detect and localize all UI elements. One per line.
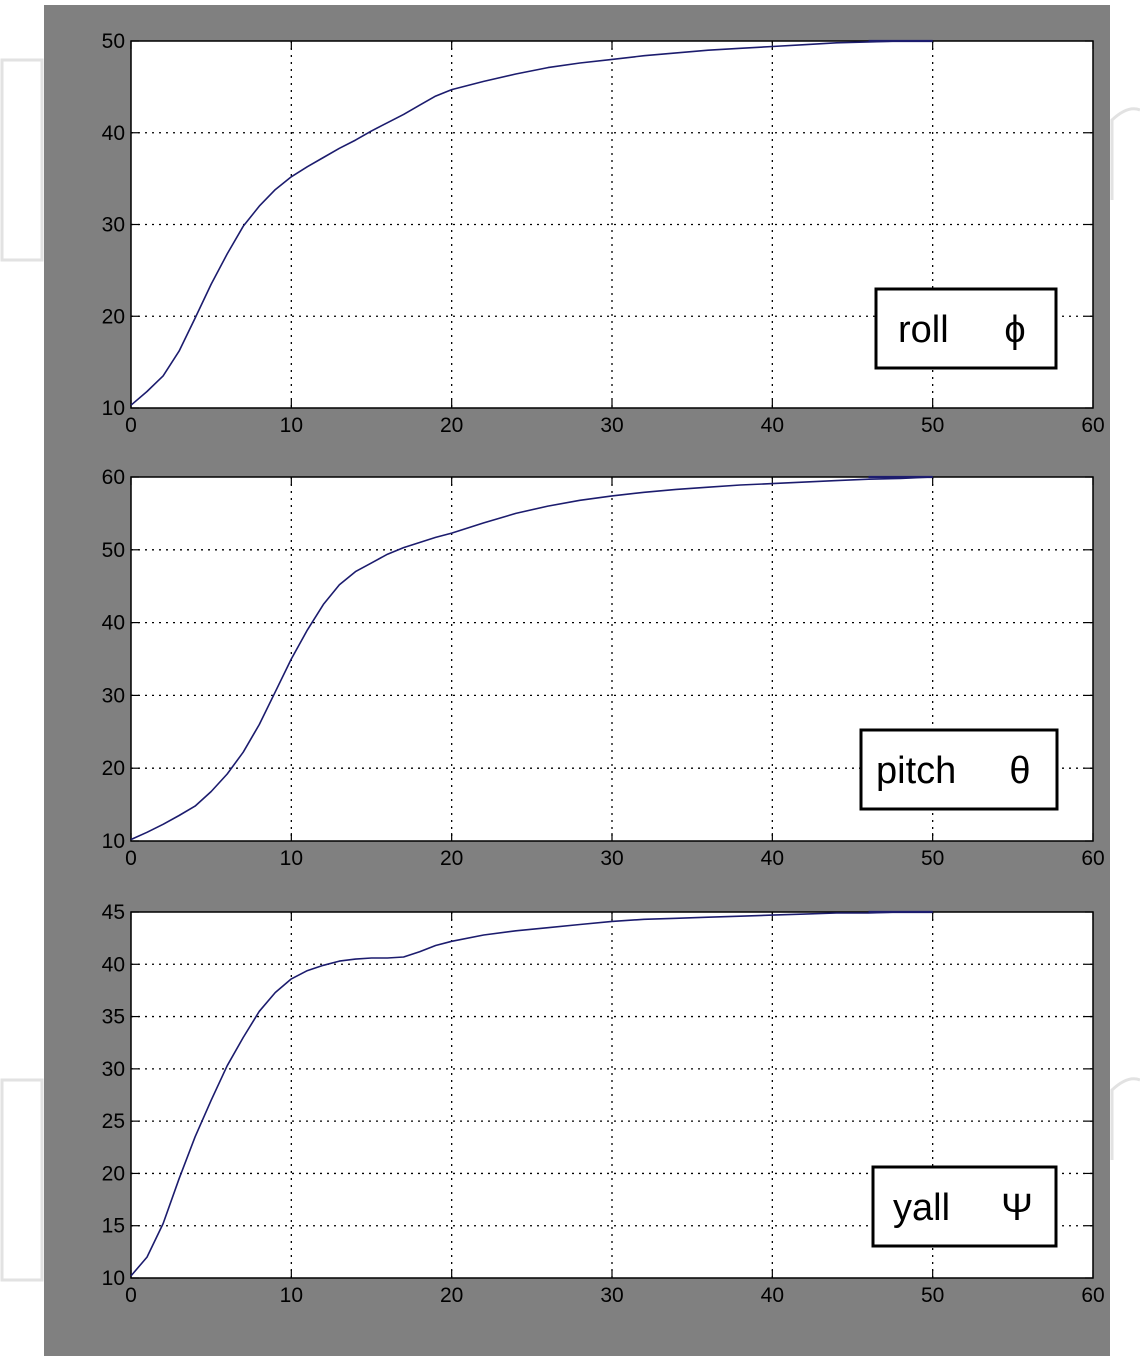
y-tick-label: 50 — [102, 539, 125, 562]
legend-label: yall — [893, 1187, 950, 1229]
x-tick-label: 30 — [600, 1284, 623, 1307]
x-tick-label: 60 — [1081, 414, 1104, 437]
x-tick-label: 30 — [600, 414, 623, 437]
x-tick-label: 40 — [761, 847, 784, 870]
x-tick-label: 20 — [440, 847, 463, 870]
y-tick-label: 20 — [102, 305, 125, 328]
y-tick-label: 30 — [102, 1058, 125, 1081]
legend-label: roll — [898, 309, 949, 351]
x-tick-label: 10 — [280, 414, 303, 437]
x-tick-label: 60 — [1081, 847, 1104, 870]
x-tick-label: 20 — [440, 414, 463, 437]
legend-box — [859, 728, 1059, 811]
y-tick-label: 20 — [102, 1162, 125, 1185]
y-tick-label: 10 — [102, 397, 125, 420]
axes-frame — [130, 911, 1094, 1279]
y-tick-label: 10 — [102, 1267, 125, 1290]
legend-label: pitch — [876, 750, 956, 792]
x-tick-label: 60 — [1081, 1284, 1104, 1307]
y-tick-label: 30 — [102, 214, 125, 237]
axes-frame — [130, 476, 1094, 842]
legend-symbol: ϕ — [1004, 309, 1025, 351]
y-tick-label: 35 — [102, 1006, 125, 1029]
y-tick-label: 40 — [102, 122, 125, 145]
y-tick-label: 25 — [102, 1110, 125, 1133]
y-tick-label: 40 — [102, 612, 125, 635]
x-tick-label: 50 — [921, 414, 944, 437]
legend-box — [874, 287, 1058, 370]
y-tick-label: 10 — [102, 830, 125, 853]
x-tick-label: 10 — [280, 1284, 303, 1307]
y-tick-label: 50 — [102, 30, 125, 53]
y-tick-label: 30 — [102, 684, 125, 707]
x-tick-label: 0 — [125, 847, 137, 870]
x-tick-label: 30 — [600, 847, 623, 870]
series-line — [130, 911, 933, 1277]
watermark — [0, 58, 1140, 1282]
y-tick-label: 60 — [102, 466, 125, 489]
x-tick-label: 50 — [921, 1284, 944, 1307]
legend-symbol: Ψ — [1001, 1187, 1033, 1229]
x-tick-label: 0 — [125, 1284, 137, 1307]
y-tick-label: 45 — [102, 901, 125, 924]
x-tick-label: 40 — [761, 414, 784, 437]
x-tick-label: 0 — [125, 414, 137, 437]
axes-frame — [130, 40, 1094, 409]
y-tick-label: 40 — [102, 953, 125, 976]
x-tick-label: 20 — [440, 1284, 463, 1307]
series-line — [130, 40, 933, 406]
series-line — [130, 476, 933, 841]
y-tick-label: 20 — [102, 757, 125, 780]
x-tick-label: 40 — [761, 1284, 784, 1307]
x-tick-label: 50 — [921, 847, 944, 870]
legend-box — [871, 1165, 1058, 1248]
legend-symbol: θ — [1009, 750, 1030, 792]
x-tick-label: 10 — [280, 847, 303, 870]
y-tick-label: 15 — [102, 1215, 125, 1238]
